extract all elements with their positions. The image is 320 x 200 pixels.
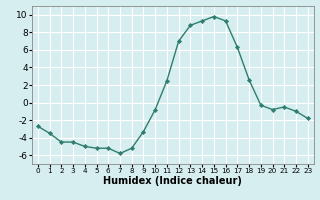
X-axis label: Humidex (Indice chaleur): Humidex (Indice chaleur) <box>103 176 242 186</box>
